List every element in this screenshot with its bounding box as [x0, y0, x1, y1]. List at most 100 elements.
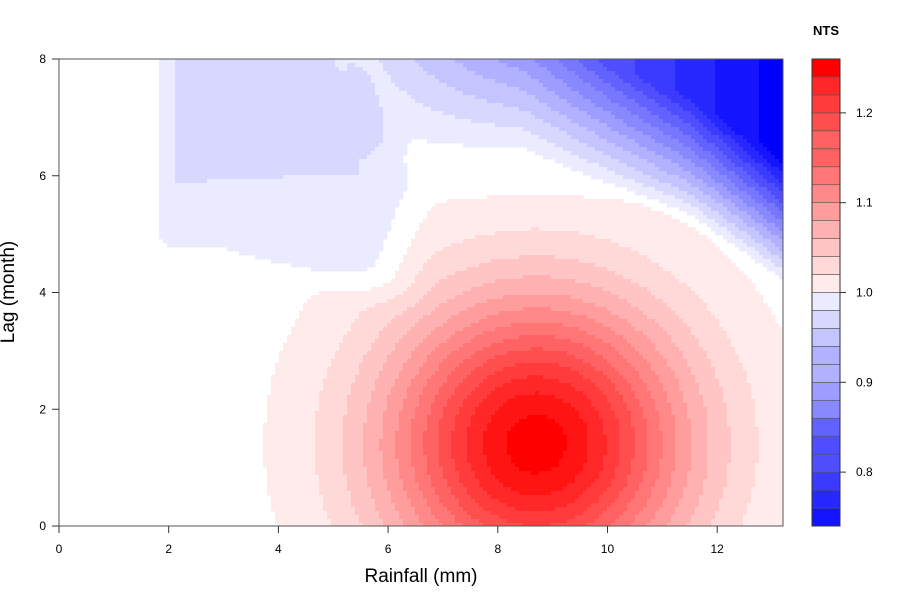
- contour-cell: [251, 171, 256, 176]
- contour-cell: [331, 455, 336, 460]
- contour-cell: [275, 503, 280, 508]
- contour-cell: [371, 443, 376, 448]
- contour-cell: [271, 163, 276, 168]
- contour-cell: [351, 119, 356, 124]
- contour-cell: [343, 231, 348, 236]
- contour-cell: [271, 243, 276, 248]
- contour-cell: [247, 223, 252, 228]
- contour-cell: [303, 327, 308, 332]
- contour-cell: [279, 123, 284, 128]
- contour-cell: [299, 383, 304, 388]
- contour-cell: [303, 119, 308, 124]
- contour-cell: [403, 295, 408, 300]
- contour-cell: [303, 519, 308, 524]
- contour-cell: [403, 467, 408, 472]
- contour-cell: [371, 319, 376, 324]
- contour-cell: [367, 123, 372, 128]
- contour-cell: [179, 219, 184, 224]
- contour-cell: [203, 127, 208, 132]
- contour-cell: [183, 195, 188, 200]
- contour-cell: [323, 107, 328, 112]
- contour-cell: [375, 71, 380, 76]
- contour-cell: [399, 95, 404, 100]
- contour-cell: [363, 519, 368, 524]
- contour-cell: [243, 115, 248, 120]
- contour-cell: [287, 387, 292, 392]
- contour-cell: [239, 227, 244, 232]
- contour-cell: [351, 131, 356, 136]
- contour-cell: [199, 79, 204, 84]
- contour-cell: [327, 343, 332, 348]
- contour-cell: [219, 67, 224, 72]
- contour-cell: [347, 159, 352, 164]
- contour-cell: [183, 171, 188, 176]
- contour-cell: [303, 75, 308, 80]
- contour-cell: [199, 151, 204, 156]
- contour-cell: [367, 127, 372, 132]
- contour-cell: [399, 523, 404, 526]
- contour-cell: [359, 407, 364, 412]
- contour-cell: [379, 515, 384, 520]
- contour-cell: [367, 363, 372, 368]
- contour-cell: [247, 135, 252, 140]
- contour-cell: [303, 83, 308, 88]
- contour-cell: [355, 103, 360, 108]
- contour-cell: [363, 115, 368, 120]
- contour-cell: [339, 235, 344, 240]
- contour-cell: [243, 83, 248, 88]
- contour-cell: [263, 191, 268, 196]
- contour-cell: [387, 191, 392, 196]
- contour-cell: [343, 199, 348, 204]
- contour-cell: [359, 99, 364, 104]
- contour-cell: [371, 363, 376, 368]
- contour-cell: [307, 67, 312, 72]
- contour-cell: [347, 351, 352, 356]
- contour-cell: [327, 459, 332, 464]
- contour-cell: [279, 171, 284, 176]
- contour-cell: [287, 447, 292, 452]
- contour-cell: [339, 347, 344, 352]
- contour-cell: [315, 131, 320, 136]
- contour-cell: [207, 127, 212, 132]
- contour-cell: [279, 71, 284, 76]
- contour-cell: [391, 291, 396, 296]
- contour-cell: [335, 471, 340, 476]
- contour-cell: [239, 147, 244, 152]
- contour-cell: [395, 299, 400, 304]
- contour-cell: [351, 479, 356, 484]
- contour-cell: [279, 135, 284, 140]
- contour-cell: [251, 75, 256, 80]
- contour-cell: [367, 139, 372, 144]
- contour-cell: [283, 259, 288, 264]
- contour-cell: [251, 231, 256, 236]
- contour-cell: [399, 499, 404, 504]
- contour-cell: [331, 423, 336, 428]
- contour-cell: [179, 231, 184, 236]
- contour-cell: [203, 111, 208, 116]
- contour-cell: [319, 351, 324, 356]
- contour-cell: [295, 131, 300, 136]
- contour-cell: [355, 239, 360, 244]
- contour-cell: [255, 115, 260, 120]
- contour-cell: [359, 163, 364, 168]
- contour-cell: [283, 459, 288, 464]
- contour-cell: [247, 159, 252, 164]
- contour-cell: [203, 231, 208, 236]
- contour-cell: [231, 75, 236, 80]
- contour-cell: [315, 231, 320, 236]
- contour-cell: [275, 71, 280, 76]
- contour-cell: [283, 439, 288, 444]
- contour-cell: [339, 151, 344, 156]
- contour-cell: [403, 523, 408, 526]
- contour-cell: [295, 427, 300, 432]
- contour-cell: [383, 291, 388, 296]
- contour-cell: [303, 355, 308, 360]
- contour-cell: [375, 291, 380, 296]
- contour-cell: [371, 219, 376, 224]
- contour-cell: [199, 147, 204, 152]
- contour-cell: [211, 67, 216, 72]
- contour-cell: [199, 195, 204, 200]
- contour-cell: [207, 203, 212, 208]
- contour-cell: [379, 359, 384, 364]
- contour-cell: [391, 331, 396, 336]
